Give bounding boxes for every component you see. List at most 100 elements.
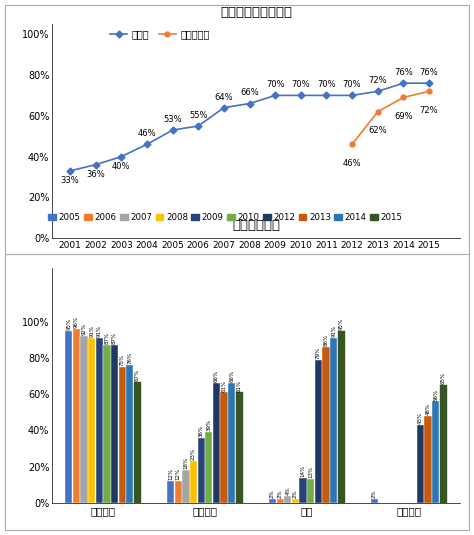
上網率 [273, 92, 278, 98]
Text: 66%: 66% [214, 370, 219, 383]
上網率 [298, 92, 304, 98]
Title: 上網率及手機上網率: 上網率及手機上網率 [220, 6, 292, 19]
上網率 [349, 92, 355, 98]
Bar [205, 432, 212, 503]
Text: 23%: 23% [191, 448, 196, 460]
Text: 33%: 33% [61, 176, 80, 185]
Text: 92%: 92% [82, 323, 86, 335]
Text: 36%: 36% [86, 170, 105, 179]
Text: 66%: 66% [240, 88, 259, 97]
Text: 12%: 12% [176, 468, 181, 480]
Text: 70%: 70% [317, 80, 336, 89]
手機上網率 [349, 141, 355, 148]
Text: 46%: 46% [343, 158, 361, 167]
Text: 66%: 66% [229, 370, 234, 383]
Legend: 上網率, 手機上網率: 上網率, 手機上網率 [110, 29, 210, 39]
Bar [198, 438, 205, 503]
Bar [65, 331, 73, 503]
Text: 95%: 95% [339, 318, 344, 330]
Text: 87%: 87% [104, 332, 109, 345]
Text: 95%: 95% [66, 318, 71, 330]
Text: 39%: 39% [206, 419, 211, 431]
上網率 [93, 162, 99, 168]
Text: 91%: 91% [97, 325, 102, 337]
Text: 18%: 18% [183, 457, 188, 469]
上網率 [170, 127, 175, 133]
Text: 62%: 62% [368, 126, 387, 135]
Bar [236, 393, 243, 503]
Bar [300, 478, 307, 503]
Title: 網民上網設備: 網民上網設備 [232, 219, 280, 232]
Bar [371, 499, 378, 503]
Text: 65%: 65% [441, 372, 446, 384]
上網率 [246, 101, 252, 107]
Text: 46%: 46% [137, 129, 156, 138]
Bar [174, 481, 182, 503]
Bar [182, 470, 190, 503]
Text: 79%: 79% [316, 347, 321, 359]
Text: 96%: 96% [74, 316, 79, 328]
Text: 48%: 48% [426, 403, 430, 415]
Bar [228, 384, 236, 503]
Text: 64%: 64% [215, 93, 233, 102]
Text: 76%: 76% [419, 68, 438, 77]
Text: 36%: 36% [199, 425, 204, 437]
Text: 86%: 86% [324, 334, 328, 346]
上網率 [144, 141, 150, 148]
Text: 2%: 2% [372, 490, 377, 499]
上網率 [426, 80, 432, 86]
Bar [284, 495, 292, 503]
Text: 53%: 53% [164, 115, 182, 124]
Text: 87%: 87% [112, 332, 117, 345]
Bar [307, 479, 314, 503]
Bar [103, 346, 110, 503]
Line: 手機上網率: 手機上網率 [350, 89, 431, 147]
Text: 72%: 72% [419, 105, 438, 114]
手機上網率 [375, 109, 381, 115]
Text: 72%: 72% [368, 76, 387, 85]
Text: 2%: 2% [270, 490, 275, 499]
Bar [322, 347, 329, 503]
Text: 14%: 14% [301, 464, 306, 477]
Bar [213, 384, 220, 503]
Bar [73, 329, 80, 503]
上網率 [221, 104, 227, 111]
Bar [96, 338, 103, 503]
Text: 76%: 76% [128, 352, 132, 364]
上網率 [324, 92, 329, 98]
上網率 [67, 167, 73, 174]
Text: 61%: 61% [237, 379, 242, 392]
Bar [439, 385, 447, 503]
Bar [111, 346, 118, 503]
上網率 [195, 123, 201, 129]
Text: 55%: 55% [189, 111, 208, 120]
Legend: 2005, 2006, 2007, 2008, 2009, 2010, 2012, 2013, 2014, 2015: 2005, 2006, 2007, 2008, 2009, 2010, 2012… [48, 213, 402, 222]
Text: 70%: 70% [343, 80, 361, 89]
Text: 76%: 76% [394, 68, 413, 77]
Bar [276, 499, 284, 503]
Bar [220, 393, 228, 503]
Bar [330, 338, 337, 503]
Text: 12%: 12% [168, 468, 173, 480]
Text: 70%: 70% [292, 80, 310, 89]
Text: 75%: 75% [120, 354, 125, 366]
上網率 [401, 80, 406, 86]
Bar [292, 499, 299, 503]
手機上網率 [401, 94, 406, 101]
Bar [134, 381, 141, 503]
Text: 70%: 70% [266, 80, 284, 89]
Text: 2%: 2% [293, 490, 298, 499]
Text: 61%: 61% [222, 379, 227, 392]
Text: 69%: 69% [394, 112, 413, 121]
Text: 91%: 91% [89, 325, 94, 337]
上網率 [375, 88, 381, 95]
Bar [88, 338, 95, 503]
上網率 [118, 154, 124, 160]
Text: 40%: 40% [112, 162, 131, 171]
Bar [432, 401, 439, 503]
Bar [190, 461, 197, 503]
Bar [126, 365, 134, 503]
Bar [269, 499, 276, 503]
Text: 56%: 56% [433, 388, 438, 401]
Bar [417, 425, 424, 503]
